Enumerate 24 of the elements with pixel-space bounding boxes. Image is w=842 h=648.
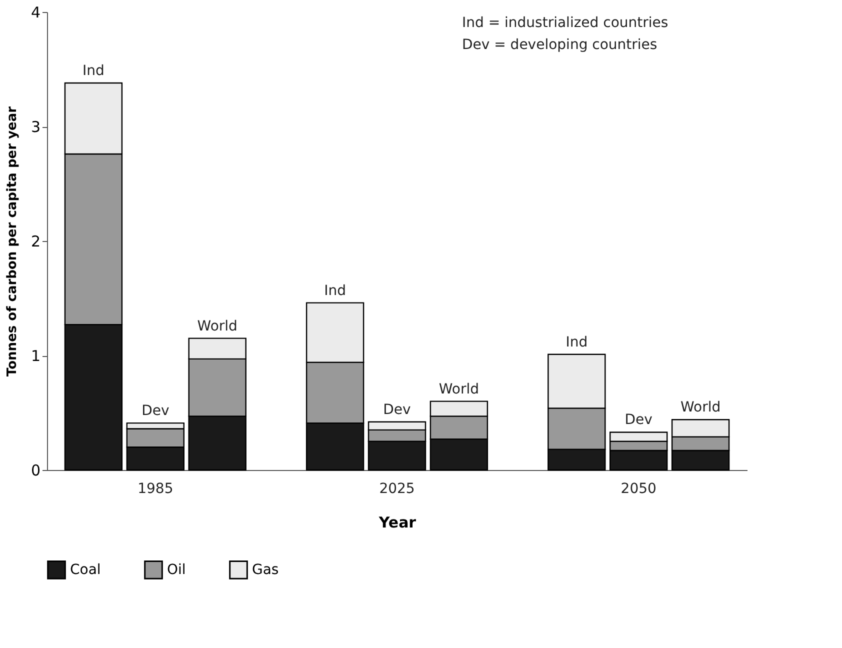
annotation: Ind = industrialized countries (462, 15, 668, 31)
y-tick-label: 0 (30, 462, 40, 480)
x-tick-label: Ind (324, 282, 346, 299)
x-tick-label: Dev (142, 403, 170, 420)
text: 2025 (379, 481, 415, 497)
y-tick-label: 3 (30, 118, 40, 136)
y-tick-label: 2 (30, 232, 40, 250)
x-axis-title: Year (378, 514, 417, 532)
annotation: Dev = developing countries (462, 37, 658, 53)
text: 2050 (620, 481, 656, 497)
x-tick-label: World (438, 381, 480, 398)
x-tick-label: Dev (624, 412, 652, 428)
y-axis-title: Tonnes of carbon per capita per year (4, 106, 20, 377)
x-tick-label: Ind (82, 62, 104, 79)
x-tick-label: World (680, 400, 721, 416)
y-tick-label: 4 (30, 4, 40, 22)
legend-label: Coal (70, 562, 101, 578)
legend-label: Oil (167, 562, 186, 578)
x-tick-label: Dev (383, 402, 411, 418)
y-tick-label: 1 (30, 347, 40, 365)
x-tick-label: Ind (566, 334, 588, 350)
legend-label: Gas (252, 562, 279, 578)
x-tick-label: World (197, 318, 238, 334)
text: 1985 (138, 481, 174, 497)
